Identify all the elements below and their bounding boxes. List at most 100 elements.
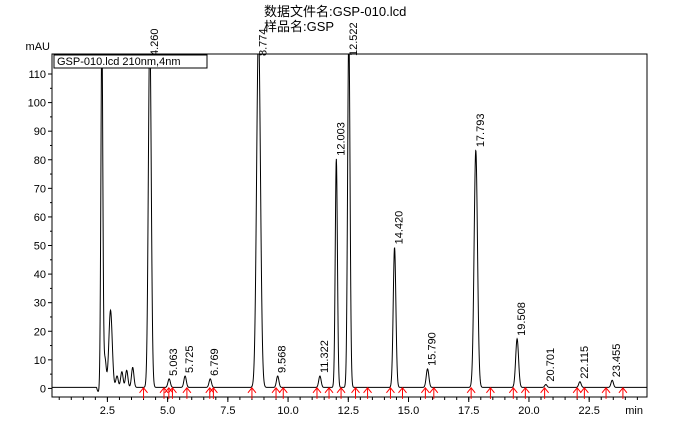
integration-marker (601, 387, 611, 399)
integration-marker (386, 387, 395, 399)
legend: GSP-010.lcd 210nm,4nm (53, 54, 208, 69)
integration-marker (363, 387, 372, 399)
data-file-name: GSP-010.lcd (332, 4, 407, 19)
integration-markers (139, 387, 628, 399)
x-tick-label: 12.5 (338, 405, 359, 417)
integration-marker (579, 387, 589, 399)
peak-label: 14.420 (394, 211, 406, 245)
integration-marker-head (398, 387, 407, 394)
integration-marker (351, 387, 360, 399)
sample-name-label: 样品名: (264, 19, 307, 34)
integration-marker (205, 387, 215, 399)
y-tick-label: 50 (34, 241, 46, 253)
peak-label: 4.260 (149, 28, 161, 56)
integration-marker-head (420, 387, 430, 394)
x-tick-label: 20.0 (518, 405, 539, 417)
peak-label: 11.322 (319, 340, 331, 373)
integration-marker-head (271, 387, 281, 394)
integration-marker-head (205, 387, 215, 394)
y-axis-label: mAU (26, 41, 51, 53)
legend-frame (53, 54, 208, 69)
integration-marker (466, 387, 476, 399)
peak-label: 17.793 (475, 114, 487, 148)
y-tick-label: 80 (34, 155, 46, 167)
x-axis-label: min (625, 405, 643, 417)
peak-label: 23.455 (611, 344, 623, 378)
x-tick-label: 15.0 (398, 405, 419, 417)
integration-marker (312, 387, 322, 399)
y-tick-label: 20 (34, 326, 46, 338)
y-tick-label: 10 (34, 355, 46, 367)
x-tick-label: 2.5 (100, 405, 115, 417)
peak-label: 5.063 (168, 348, 180, 376)
integration-marker-head (572, 387, 582, 394)
x-tick-label: 22.5 (578, 405, 599, 417)
y-tick-label: 30 (34, 298, 46, 310)
integration-marker-head (336, 387, 346, 394)
integration-marker-head (363, 387, 372, 394)
data-file-label: 数据文件名: (264, 4, 333, 19)
integration-marker-head (247, 387, 257, 394)
integration-marker-head (324, 387, 334, 394)
integration-marker-head (540, 387, 550, 394)
integration-marker (209, 387, 218, 399)
integration-marker-head (139, 387, 148, 394)
integration-marker (164, 387, 174, 399)
integration-marker-head (209, 387, 218, 394)
y-tick-label: 70 (34, 183, 46, 195)
trace-layer (52, 54, 647, 393)
x-tick-label: 5.0 (160, 405, 175, 417)
legend-text: GSP-010.lcd 210nm,4nm (57, 56, 181, 68)
peak-label: 15.790 (427, 332, 439, 366)
integration-marker (247, 387, 257, 399)
integration-marker (618, 387, 628, 399)
peak-label: 6.769 (209, 348, 221, 376)
integration-marker (508, 387, 518, 399)
integration-marker-head (182, 387, 192, 394)
integration-marker (139, 387, 148, 399)
integration-marker-head (351, 387, 360, 394)
x-tick-label: 10.0 (277, 405, 298, 417)
integration-marker (168, 387, 177, 399)
integration-marker (182, 387, 192, 399)
sample-name-line: 样品名:GSP (264, 19, 334, 34)
y-tick-label: 60 (34, 212, 46, 224)
integration-marker (398, 387, 407, 399)
legend-box: GSP-010.lcd 210nm,4nm (53, 54, 208, 69)
integration-marker-head (520, 387, 530, 394)
integration-marker-head (579, 387, 589, 394)
peak-label: 9.568 (277, 345, 289, 373)
data-file-line: 数据文件名:GSP-010.lcd (264, 4, 406, 19)
integration-marker-head (508, 387, 518, 394)
integration-marker (572, 387, 582, 399)
axes: 0 10 20 30 40 50 60 70 80 90 100 110 mAU 2.5 5.0 7.5 10.… (26, 41, 643, 417)
y-tick-label: 90 (34, 126, 46, 138)
integration-marker-head (164, 387, 174, 394)
integration-marker-head (168, 387, 177, 394)
integration-marker (520, 387, 530, 399)
peak-labels: 4.260 5.063 5.725 6.769 8.774 9.568 11.322 12.0… (149, 22, 623, 381)
integration-marker (486, 387, 495, 399)
integration-marker (336, 387, 346, 399)
integration-marker-head (486, 387, 495, 394)
peak-label: 5.725 (184, 345, 196, 373)
integration-marker-head (429, 387, 439, 394)
integration-marker-head (278, 387, 288, 394)
integration-marker (429, 387, 439, 399)
sample-name-value: GSP (306, 19, 335, 34)
y-tick-label: 110 (28, 69, 46, 81)
integration-marker (540, 387, 550, 399)
x-tick-label: 7.5 (220, 405, 235, 417)
y-tick-label: 0 (40, 383, 46, 395)
peak-label: 19.508 (516, 302, 528, 336)
integration-marker-head (618, 387, 628, 394)
peak-label: 22.115 (579, 346, 591, 379)
peak-label: 8.774 (258, 28, 270, 56)
x-tick-label: 17.5 (458, 405, 479, 417)
peak-label: 20.701 (545, 348, 557, 382)
integration-marker (271, 387, 281, 399)
peak-label: 12.522 (348, 22, 360, 56)
integration-marker (324, 387, 334, 399)
chromatogram-trace (52, 54, 647, 393)
